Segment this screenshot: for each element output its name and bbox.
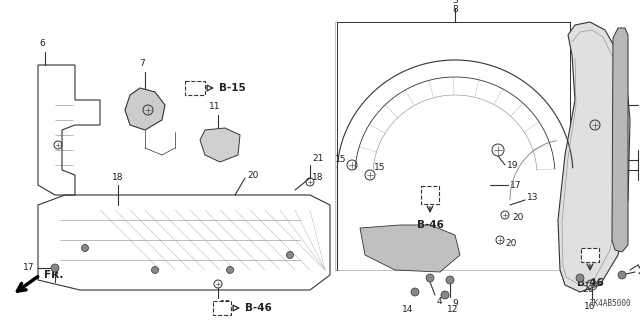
Circle shape <box>191 84 199 92</box>
Text: 15: 15 <box>220 300 232 309</box>
Text: 19: 19 <box>507 161 518 170</box>
Circle shape <box>51 264 59 272</box>
Polygon shape <box>612 28 628 252</box>
Text: 21: 21 <box>312 154 323 163</box>
Text: 18: 18 <box>312 173 323 182</box>
Text: 20: 20 <box>505 239 516 249</box>
Text: FR.: FR. <box>44 270 63 280</box>
Circle shape <box>446 276 454 284</box>
Circle shape <box>218 304 226 312</box>
Text: B-15: B-15 <box>219 83 246 93</box>
Bar <box>213 301 231 315</box>
Polygon shape <box>125 88 165 130</box>
Text: 20: 20 <box>637 268 640 276</box>
Text: 14: 14 <box>402 305 413 314</box>
Text: 17: 17 <box>22 263 34 273</box>
Circle shape <box>426 274 434 282</box>
Circle shape <box>81 244 88 252</box>
Text: 18: 18 <box>112 173 124 182</box>
Bar <box>581 248 599 262</box>
Text: 7: 7 <box>139 59 145 68</box>
Text: 9: 9 <box>452 299 458 308</box>
Polygon shape <box>360 225 460 272</box>
Text: 15: 15 <box>335 156 346 164</box>
Text: B-46: B-46 <box>417 220 444 230</box>
Circle shape <box>618 271 626 279</box>
Polygon shape <box>558 22 630 292</box>
Text: 20: 20 <box>582 285 593 294</box>
Text: 13: 13 <box>527 194 538 203</box>
Text: B-46: B-46 <box>245 303 272 313</box>
Bar <box>421 186 439 204</box>
Circle shape <box>576 274 584 282</box>
Bar <box>185 81 205 95</box>
Text: 20: 20 <box>614 116 625 124</box>
Text: 17: 17 <box>510 180 522 189</box>
Text: 11: 11 <box>209 102 221 111</box>
Circle shape <box>411 288 419 296</box>
Circle shape <box>441 291 449 299</box>
Text: 20: 20 <box>512 213 524 222</box>
Circle shape <box>287 252 294 259</box>
Text: 12: 12 <box>447 305 458 314</box>
Text: B-46: B-46 <box>577 278 604 288</box>
Text: TK4AB5000: TK4AB5000 <box>590 299 632 308</box>
Text: 8: 8 <box>452 5 458 14</box>
Text: 3: 3 <box>452 0 458 5</box>
Circle shape <box>152 267 159 274</box>
Polygon shape <box>200 128 240 162</box>
Circle shape <box>227 267 234 274</box>
Text: 16: 16 <box>584 302 596 311</box>
Text: 15: 15 <box>374 164 385 172</box>
Text: 4: 4 <box>437 297 443 306</box>
Text: 20: 20 <box>247 172 259 180</box>
Text: 6: 6 <box>39 39 45 48</box>
